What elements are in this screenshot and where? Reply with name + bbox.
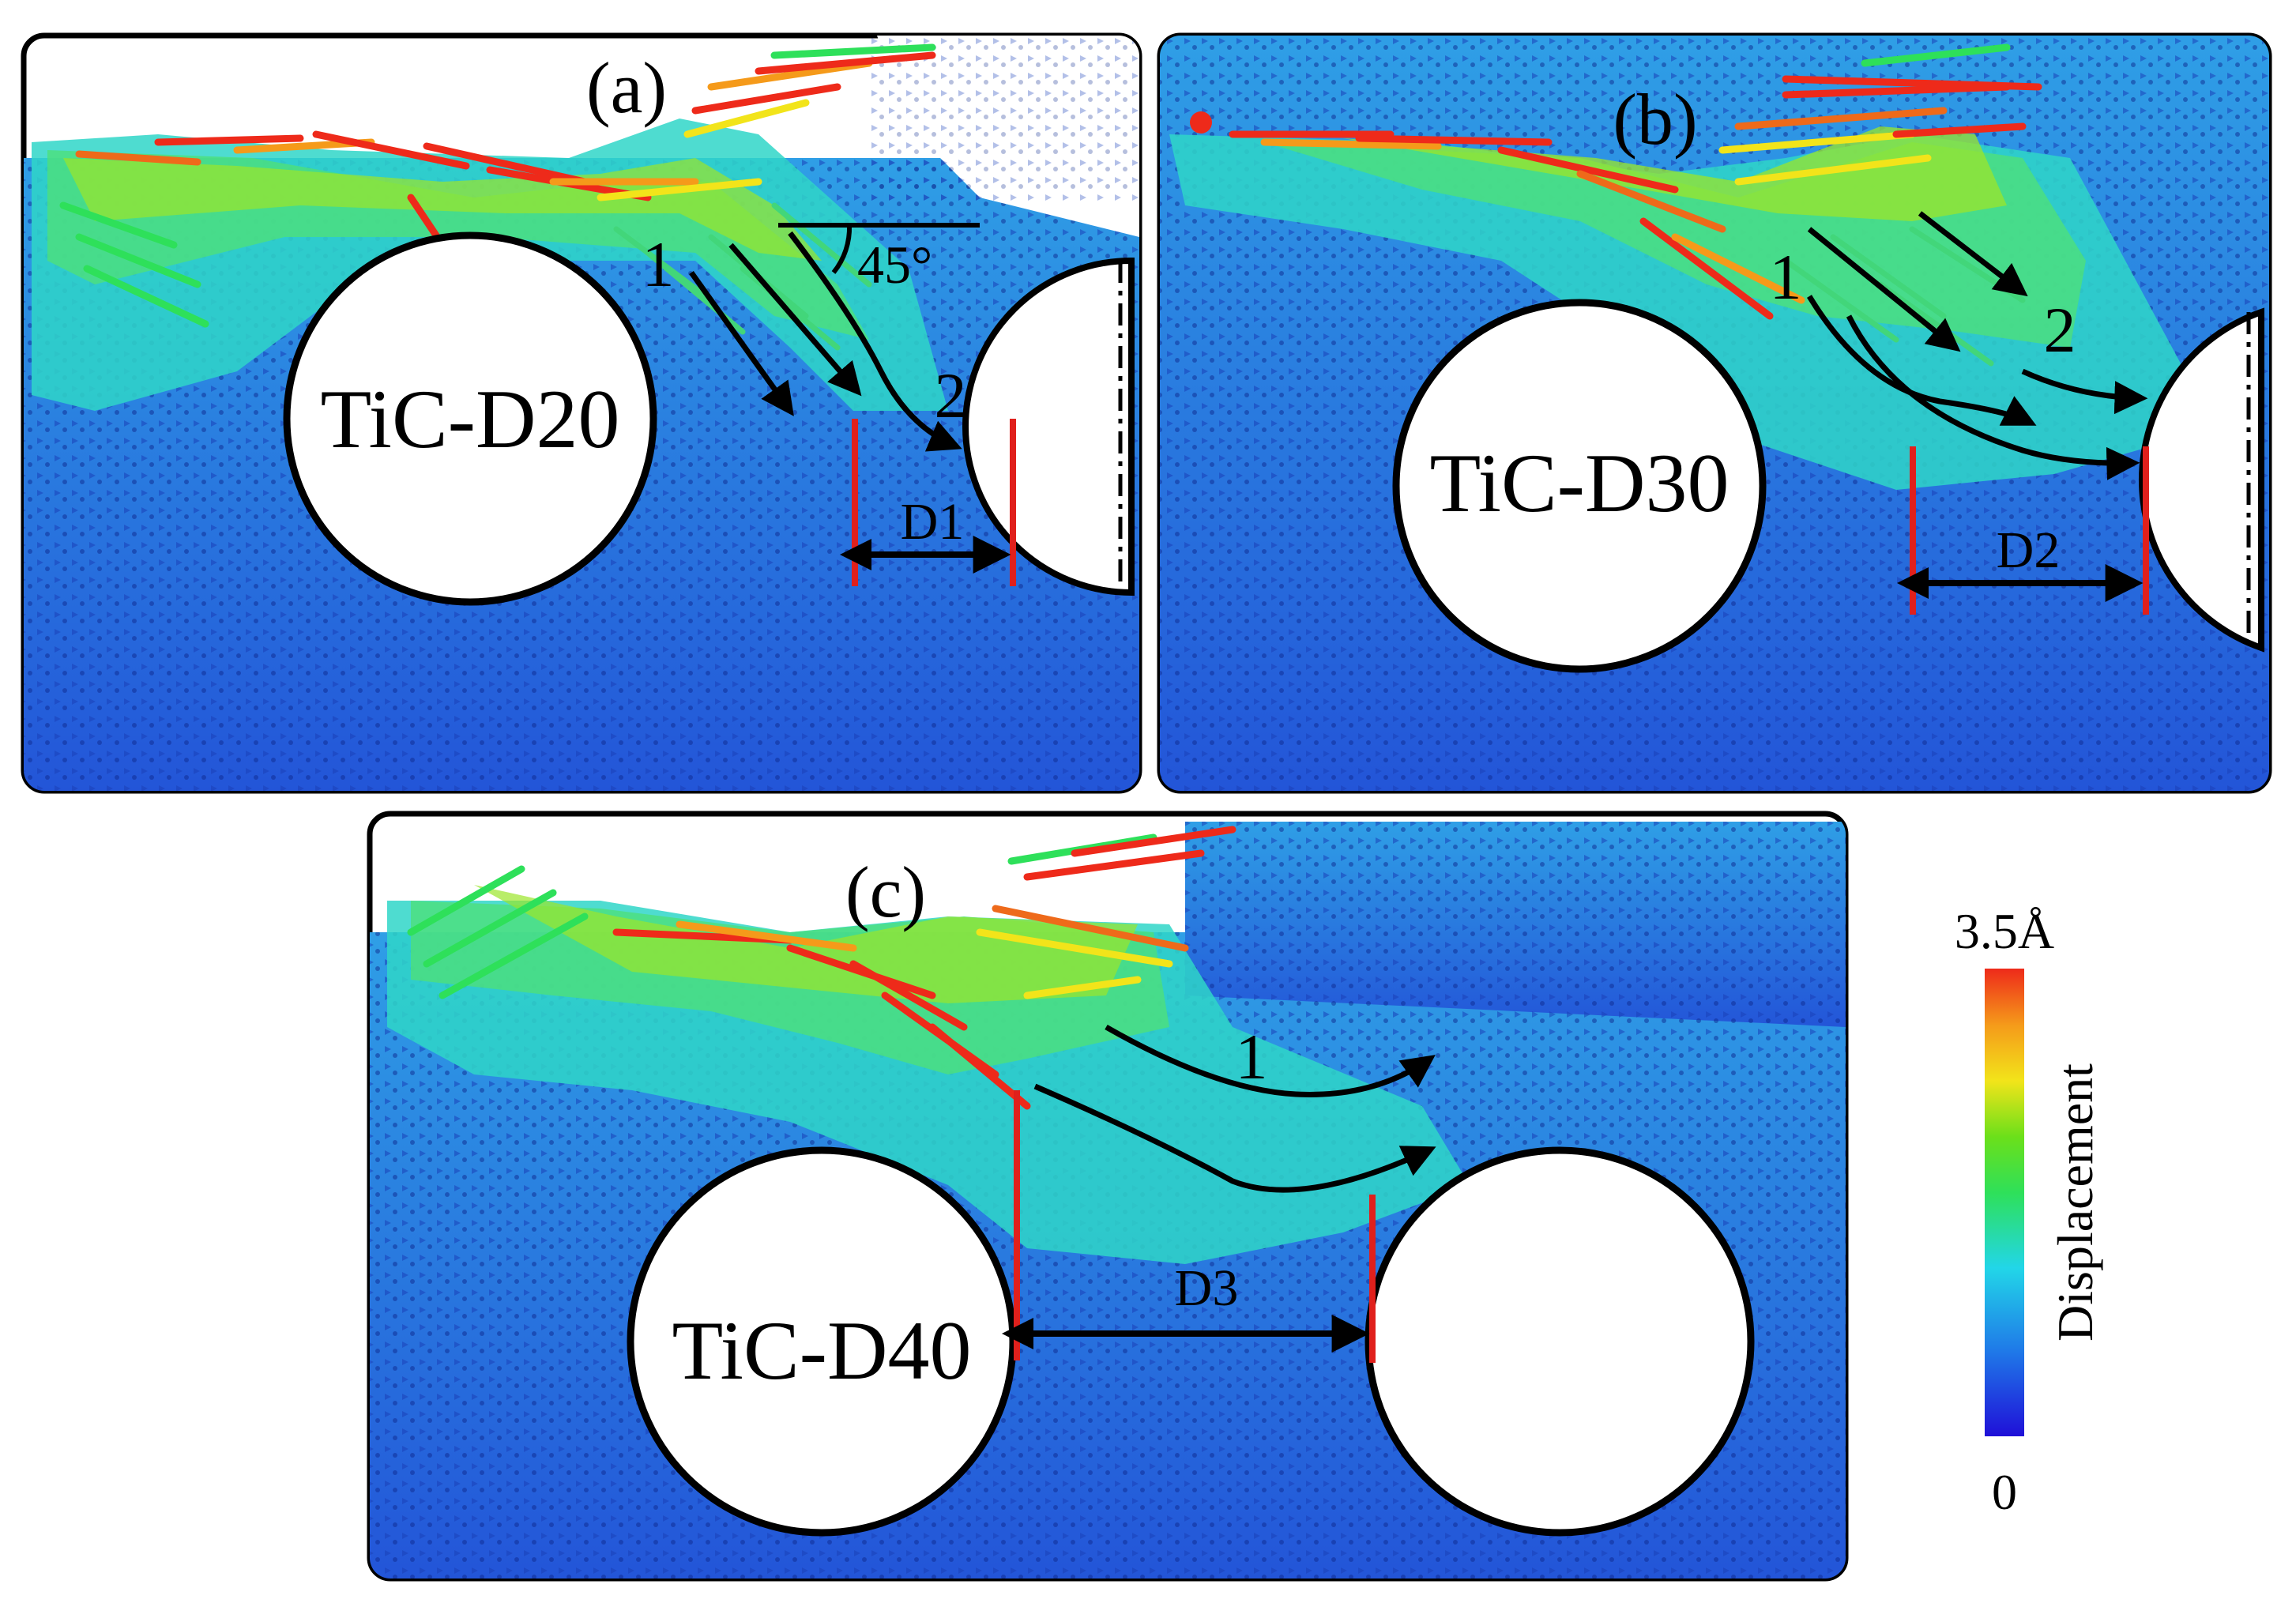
panel-a-angle-label: 45°: [857, 235, 932, 295]
panel-b-distance-label: D2: [1997, 521, 2061, 579]
panel-c-flow-arrow-1a: [1105, 1024, 1436, 1097]
panel-b-path-2-label: 2: [2044, 294, 2076, 366]
panel-b-label: (b): [1613, 79, 1697, 160]
panel-c-path-1-label: 1: [1236, 1021, 1268, 1093]
panel-c-flow-arrow-1b: [1033, 1083, 1436, 1193]
panel-b-particle: [1392, 299, 1767, 673]
panel-a-angle-arc: [831, 224, 853, 274]
panel-c-distance-label: D3: [1175, 1259, 1239, 1317]
panel-b: TiC-D30 (b) 1 2 D2: [1157, 32, 2272, 794]
panel-a-path-2-label: 2: [935, 359, 967, 431]
panel-b-flow-arrow-2a: [1807, 227, 1961, 352]
panel-a-distance-label: D1: [901, 493, 965, 551]
panel-c: TiC-D40 (c) 1 D3: [367, 811, 1849, 1582]
panel-b-flow-arrow-2c: [2021, 368, 2148, 415]
panel-b-flow-arrow-1a: [1807, 295, 2037, 426]
panel-a-neighbor-particle: [962, 257, 1135, 596]
panel-a-particle: [283, 231, 657, 606]
panel-b-path-1-label: 1: [1770, 241, 1802, 313]
colorbar-title: Displacement: [2047, 1063, 2103, 1341]
panel-a-path-1-label: 1: [642, 228, 675, 300]
panel-a-particle-label: TiC-D20: [320, 373, 619, 465]
panel-c-surface-vectors: [407, 826, 1236, 1110]
panel-a-label: (a): [586, 47, 667, 128]
panel-a-flow-arrow-2: [788, 231, 962, 452]
colorbar-min-label: 0: [1992, 1464, 2017, 1520]
colorbar: 3.5Å 0 Displacement: [1955, 903, 2103, 1520]
panel-a-flow-arrow-1b: [728, 243, 862, 397]
panel-c-particle-right: [1364, 1146, 1755, 1537]
panel-a-flow-arrow-1a: [689, 270, 794, 416]
colorbar-max-label: 3.5Å: [1955, 903, 2054, 959]
panel-a: TiC-D20 (a) 45° 1 2 D1: [21, 32, 1142, 794]
panel-c-label: (c): [845, 852, 926, 932]
panel-b-flow-arrow-1b: [1846, 314, 2140, 480]
panel-a-surface-vectors: [59, 43, 936, 328]
panel-c-particle-label: TiC-D40: [672, 1304, 971, 1397]
panel-b-particle-label: TiC-D30: [1429, 437, 1729, 529]
colorbar-gradient: [1985, 969, 2024, 1436]
panel-b-neighbor-particle: [2139, 307, 2264, 653]
panel-b-flow-arrow-2b: [1918, 211, 2028, 297]
panel-b-surface-vectors: [1229, 43, 2042, 320]
